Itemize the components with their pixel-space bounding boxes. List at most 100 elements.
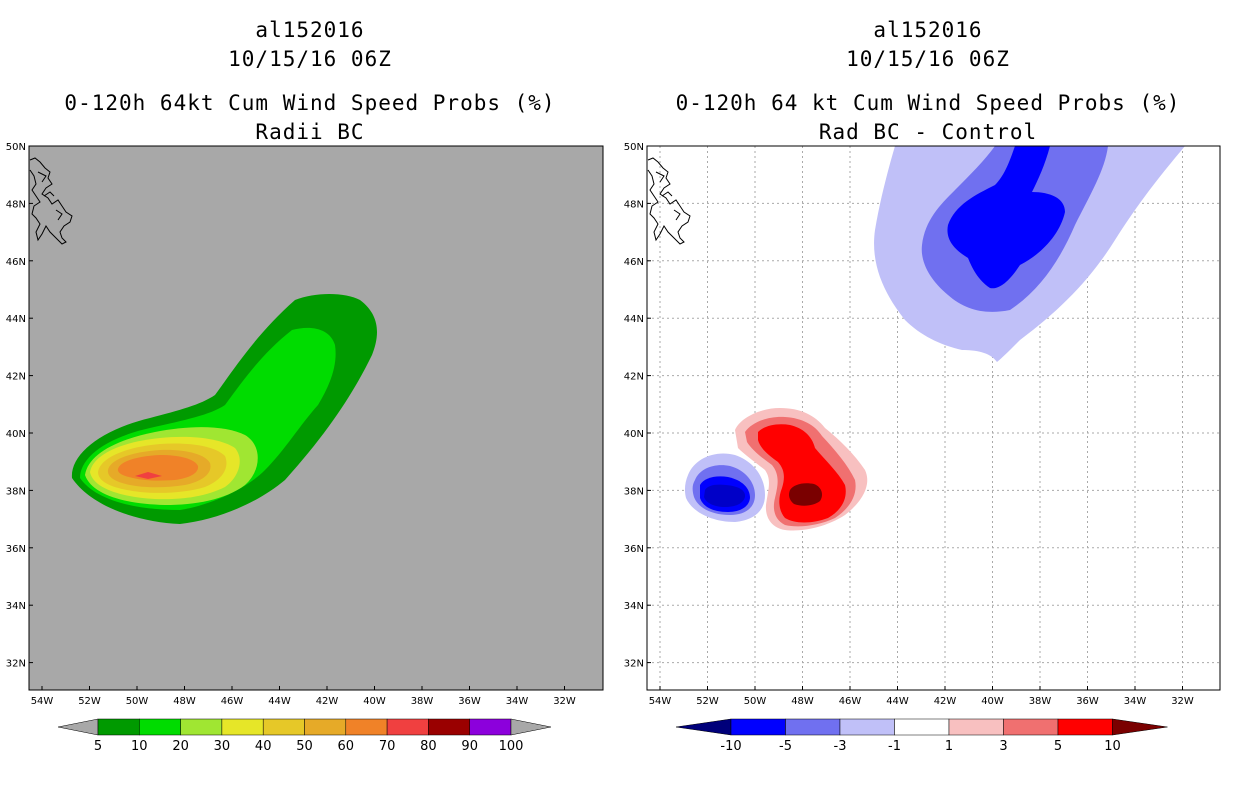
- colorbar-swatch: [894, 718, 950, 736]
- colorbar-swatch: [221, 718, 264, 736]
- colorbar-label: -1: [888, 739, 901, 754]
- lat-label: 38N: [6, 486, 26, 497]
- lon-label: 38W: [411, 696, 434, 707]
- left-map-panel: 50N 48N 46N 44N 42N 40N 38N 36N 34N 32N 54W 52W 50W 4…: [6, 142, 604, 707]
- lon-label: 36W: [458, 696, 481, 707]
- colorbar-swatch: [730, 718, 786, 736]
- colorbar-swatch: [97, 718, 140, 736]
- right-date-time: 10/15/16 06Z: [846, 47, 1010, 71]
- left-probability-contours: [71, 294, 377, 524]
- lon-label: 44W: [886, 696, 909, 707]
- colorbar-swatch: [139, 718, 181, 736]
- colorbar-label: 5: [94, 739, 102, 754]
- right-map-panel: 50N 48N 46N 44N 42N 40N 38N 36N 34N 32N 54W 52W 50W 4…: [624, 142, 1221, 707]
- lon-label: 32W: [1171, 696, 1194, 707]
- prob-contour-60: [117, 455, 199, 481]
- lat-label: 48N: [6, 199, 26, 210]
- colorbar-label: 20: [172, 739, 189, 754]
- colorbar-swatch: [262, 718, 305, 736]
- colorbar-label: -5: [779, 739, 792, 754]
- colorbar-swatch: [304, 718, 347, 736]
- colorbar-label: 3: [999, 739, 1007, 754]
- colorbar-low-arrow: [57, 718, 99, 736]
- colorbar-label: 50: [296, 739, 313, 754]
- colorbar-swatch: [785, 718, 841, 736]
- lon-label: 52W: [78, 696, 101, 707]
- lat-label: 38N: [624, 486, 644, 497]
- lon-label: 42W: [934, 696, 957, 707]
- lat-label: 42N: [624, 372, 644, 383]
- lat-label: 44N: [624, 314, 644, 325]
- lon-label: 40W: [981, 696, 1004, 707]
- lon-label: 46W: [839, 696, 862, 707]
- lat-label: 46N: [624, 257, 644, 268]
- lon-label: 34W: [1124, 696, 1147, 707]
- left-date-time: 10/15/16 06Z: [228, 47, 392, 71]
- colorbar-label: 1: [945, 739, 953, 754]
- left-coastline-newfoundland: [29, 157, 73, 245]
- right-map-frame: [646, 145, 1221, 691]
- colorbar-low-arrow: [675, 718, 732, 736]
- lon-label: 42W: [316, 696, 339, 707]
- lon-label: 54W: [649, 696, 672, 707]
- left-subtitle: Radii BC: [255, 120, 365, 144]
- colorbar-swatch: [345, 718, 388, 736]
- colorbar-label: -10: [720, 739, 741, 754]
- lon-label: 52W: [696, 696, 719, 707]
- lon-label: 50W: [126, 696, 149, 707]
- right-title: 0-120h 64 kt Cum Wind Speed Probs (%): [675, 91, 1181, 115]
- lon-label: 46W: [221, 696, 244, 707]
- diff-contour-minus5-north: [947, 146, 1065, 289]
- right-subtitle: Rad BC - Control: [818, 120, 1038, 144]
- colorbar-swatch: [948, 718, 1004, 736]
- lon-label: 40W: [363, 696, 386, 707]
- left-storm-id: al152016: [255, 18, 365, 42]
- lat-label: 32N: [624, 659, 644, 670]
- colorbar-label: 40: [255, 739, 272, 754]
- lat-label: 32N: [6, 659, 26, 670]
- colorbar-swatch: [386, 718, 429, 736]
- lon-label: 38W: [1029, 696, 1052, 707]
- colorbar-swatch: [1003, 718, 1059, 736]
- lon-label: 34W: [506, 696, 529, 707]
- right-axes: 50N 48N 46N 44N 42N 40N 38N 36N 34N 32N 54W 52W 50W 4…: [624, 142, 1194, 707]
- colorbar-label: 5: [1054, 739, 1062, 754]
- lon-label: 32W: [553, 696, 576, 707]
- right-coastline-newfoundland: [647, 157, 691, 245]
- diff-contour-minus10-south: [704, 484, 746, 507]
- colorbar-label: 70: [379, 739, 396, 754]
- lat-label: 40N: [624, 429, 644, 440]
- colorbar-swatch: [469, 718, 512, 736]
- colorbar-label: -3: [834, 739, 847, 754]
- colorbar-swatch: [428, 718, 470, 736]
- right-storm-id: al152016: [873, 18, 983, 42]
- colorbar-label: 90: [461, 739, 478, 754]
- colorbar-swatch: [839, 718, 895, 736]
- lat-label: 42N: [6, 372, 26, 383]
- colorbar-swatch: [1057, 718, 1113, 736]
- right-colorbar: -10 -5 -3 -1 1 3 5 10: [675, 718, 1168, 754]
- lat-label: 46N: [6, 257, 26, 268]
- left-map-frame: [28, 145, 604, 691]
- lon-label: 48W: [791, 696, 814, 707]
- lat-label: 48N: [624, 199, 644, 210]
- lon-label: 48W: [173, 696, 196, 707]
- lat-label: 50N: [624, 142, 644, 153]
- lon-label: 50W: [744, 696, 767, 707]
- colorbar-label: 60: [338, 739, 355, 754]
- diff-contour-plus5: [758, 424, 846, 523]
- right-difference-contours: [684, 146, 1185, 531]
- lat-label: 40N: [6, 429, 26, 440]
- left-colorbar: 5 10 20 30 40 50 60 70 80 90 100: [57, 718, 552, 754]
- colorbar-high-arrow: [1112, 718, 1168, 736]
- colorbar-label: 100: [499, 739, 524, 754]
- colorbar-label: 10: [131, 739, 148, 754]
- lon-label: 44W: [268, 696, 291, 707]
- colorbar-label: 80: [420, 739, 437, 754]
- prob-contour-70: [135, 472, 162, 479]
- lat-label: 34N: [6, 601, 26, 612]
- diff-contour-plus10: [789, 483, 822, 506]
- lon-label: 36W: [1076, 696, 1099, 707]
- colorbar-label: 30: [214, 739, 231, 754]
